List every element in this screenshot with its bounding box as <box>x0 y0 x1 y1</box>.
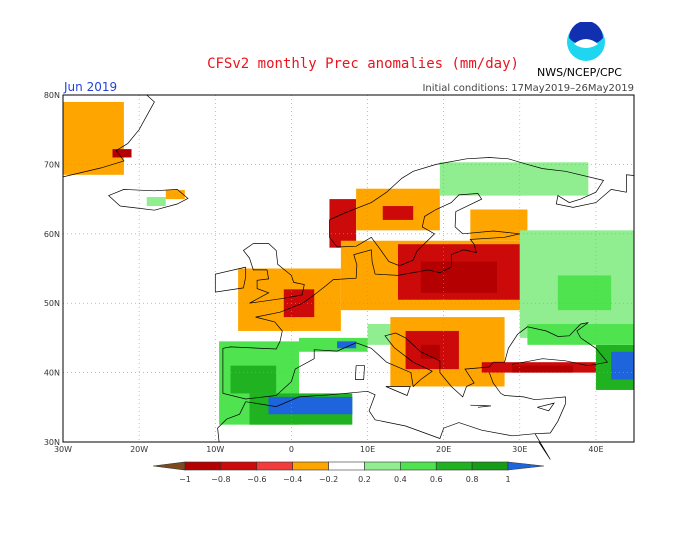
anomaly-cell <box>329 199 357 248</box>
colorbar-bin <box>364 461 401 471</box>
colorbar-bin <box>400 461 437 471</box>
coastline <box>537 402 555 412</box>
coastline <box>214 266 247 293</box>
anomaly-cell <box>268 396 353 415</box>
colorbar-label: −1 <box>179 475 191 484</box>
colorbar-label: 0.8 <box>466 475 479 484</box>
colorbar-label: −0.6 <box>247 475 266 484</box>
lon-tick-label: 30E <box>512 445 527 454</box>
lon-tick-label: 20W <box>130 445 148 454</box>
lon-tick-label: 10W <box>206 445 224 454</box>
anomaly-cell <box>470 209 528 241</box>
initial-conditions: Initial conditions: 17May2019–26May2019 <box>422 83 634 94</box>
map-title: CFSv2 monthly Prec anomalies (mm/day) <box>207 56 519 72</box>
anomaly-layer <box>63 101 634 425</box>
lon-tick-label: 30W <box>54 445 72 454</box>
colorbar-bin <box>435 461 473 471</box>
coastline <box>242 243 305 304</box>
anomaly-cell <box>382 206 414 220</box>
lon-tick-label: 0 <box>289 445 294 454</box>
lat-tick-label: 60N <box>44 230 60 239</box>
anomaly-cell <box>165 190 185 200</box>
anomaly-cell <box>63 101 124 175</box>
colorbar-bin-low <box>152 461 186 471</box>
colorbar-label: −0.4 <box>283 475 302 484</box>
lon-tick-label: 10E <box>360 445 375 454</box>
noaa-logo-icon <box>566 21 606 66</box>
lon-tick-label: 40E <box>588 445 603 454</box>
colorbar-label: −0.2 <box>319 475 338 484</box>
anomaly-cell <box>512 365 574 373</box>
lat-tick-label: 70N <box>44 160 60 169</box>
colorbar-bin <box>256 461 293 471</box>
lat-tick-label: 50N <box>44 299 60 308</box>
anomaly-cell <box>112 149 132 158</box>
colorbar-bin <box>184 461 222 471</box>
anomaly-cell <box>420 344 440 359</box>
colorbar-label: 0.2 <box>358 475 371 484</box>
colorbar: −1 −0.8 −0.6 −0.4 −0.2 0.2 0.4 0.6 0.8 1 <box>152 461 545 484</box>
coastline <box>534 433 551 460</box>
coastline <box>245 390 566 439</box>
colorbar-label: 1 <box>505 475 510 484</box>
anomaly-cell <box>337 341 357 349</box>
colorbar-label: 0.6 <box>430 475 443 484</box>
colorbar-bin <box>220 461 258 471</box>
colorbar-label: −0.8 <box>211 475 230 484</box>
colorbar-bin <box>328 461 365 471</box>
anomaly-cell <box>611 351 634 380</box>
map-frame <box>62 94 635 443</box>
lat-tick-label: 30N <box>44 438 60 447</box>
anomaly-cell <box>420 261 497 293</box>
lat-tick-label: 40N <box>44 369 60 378</box>
coastline <box>488 372 566 404</box>
coastline <box>108 189 189 211</box>
forecast-month: Jun 2019 <box>64 80 118 94</box>
anomaly-cell <box>146 197 166 207</box>
colorbar-bin-high <box>507 461 545 471</box>
coastline <box>355 365 365 380</box>
coastline <box>470 404 491 408</box>
colorbar-bin <box>471 461 509 471</box>
coastline <box>222 322 609 400</box>
anomaly-cell <box>299 337 368 352</box>
anomaly-cell <box>230 365 277 394</box>
colorbar-label: 0.4 <box>394 475 407 484</box>
coastlines <box>62 94 635 460</box>
anomaly-cell <box>557 275 612 311</box>
anomaly-cell <box>439 162 589 196</box>
organization-label: NWS/NCEP/CPC <box>537 66 622 79</box>
coastline <box>385 386 411 396</box>
colorbar-bin <box>292 461 329 471</box>
coastline <box>217 401 247 443</box>
lat-tick-label: 80N <box>44 91 60 100</box>
lon-tick-label: 20E <box>436 445 451 454</box>
anomaly-cell <box>527 324 634 345</box>
axis-ticks: 30W 20W 10W 0 10E 20E 30E 40E 30N 40N 50N 60N 70N 80N <box>44 91 604 454</box>
coastline <box>62 94 155 178</box>
coastline <box>222 157 635 350</box>
